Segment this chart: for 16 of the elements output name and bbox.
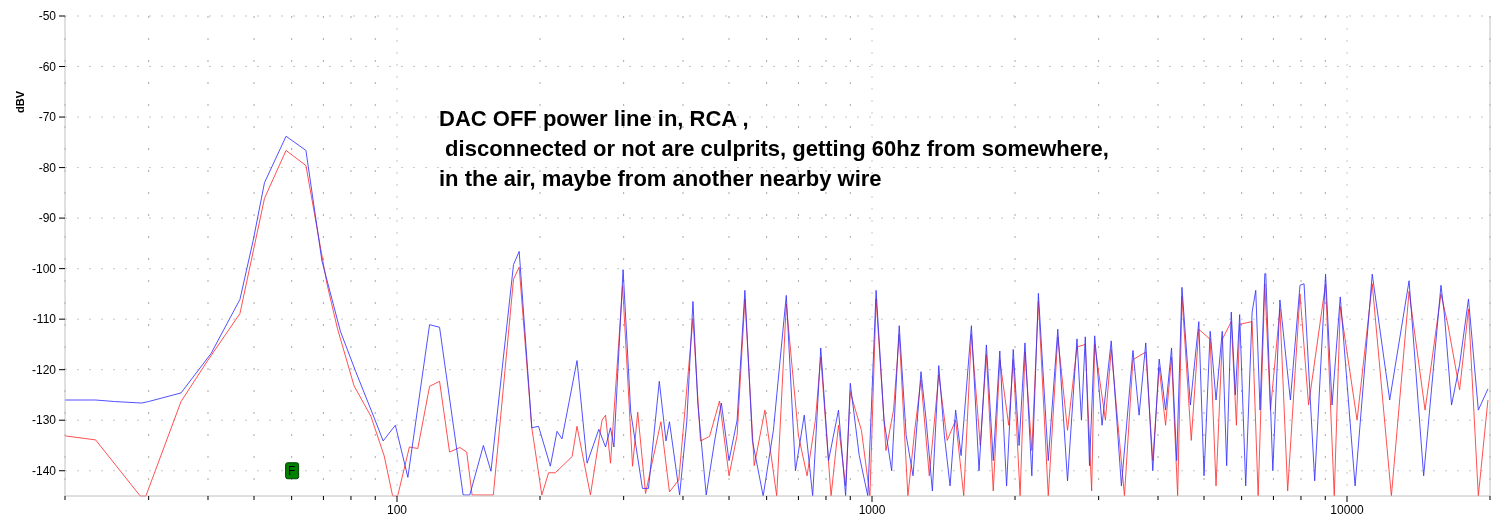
y-tick-label: -100: [31, 261, 57, 276]
annotation: DAC OFF power line in, RCA , disconnected or not are culprits, getting 60hz from somewhere, in the air, maybe from another nearby wire: [439, 106, 1109, 191]
y-tick-label: -50: [38, 9, 57, 24]
annotation: F: [287, 463, 296, 478]
y-tick-label: -80: [38, 160, 57, 175]
y-tick-label: -70: [38, 110, 57, 125]
x-tick-label: 100: [387, 503, 408, 517]
y-tick-label: -110: [32, 312, 57, 327]
y-tick-label: -130: [31, 413, 57, 428]
y-tick-label: -140: [31, 463, 57, 478]
x-tick-label: 10000: [1330, 503, 1365, 517]
y-axis-title: dBV: [14, 90, 26, 113]
y-tick-label: -60: [38, 59, 57, 74]
x-tick-label: 1000: [858, 503, 886, 517]
y-tick-label: -90: [38, 211, 57, 226]
y-tick-label: -120: [31, 362, 57, 377]
